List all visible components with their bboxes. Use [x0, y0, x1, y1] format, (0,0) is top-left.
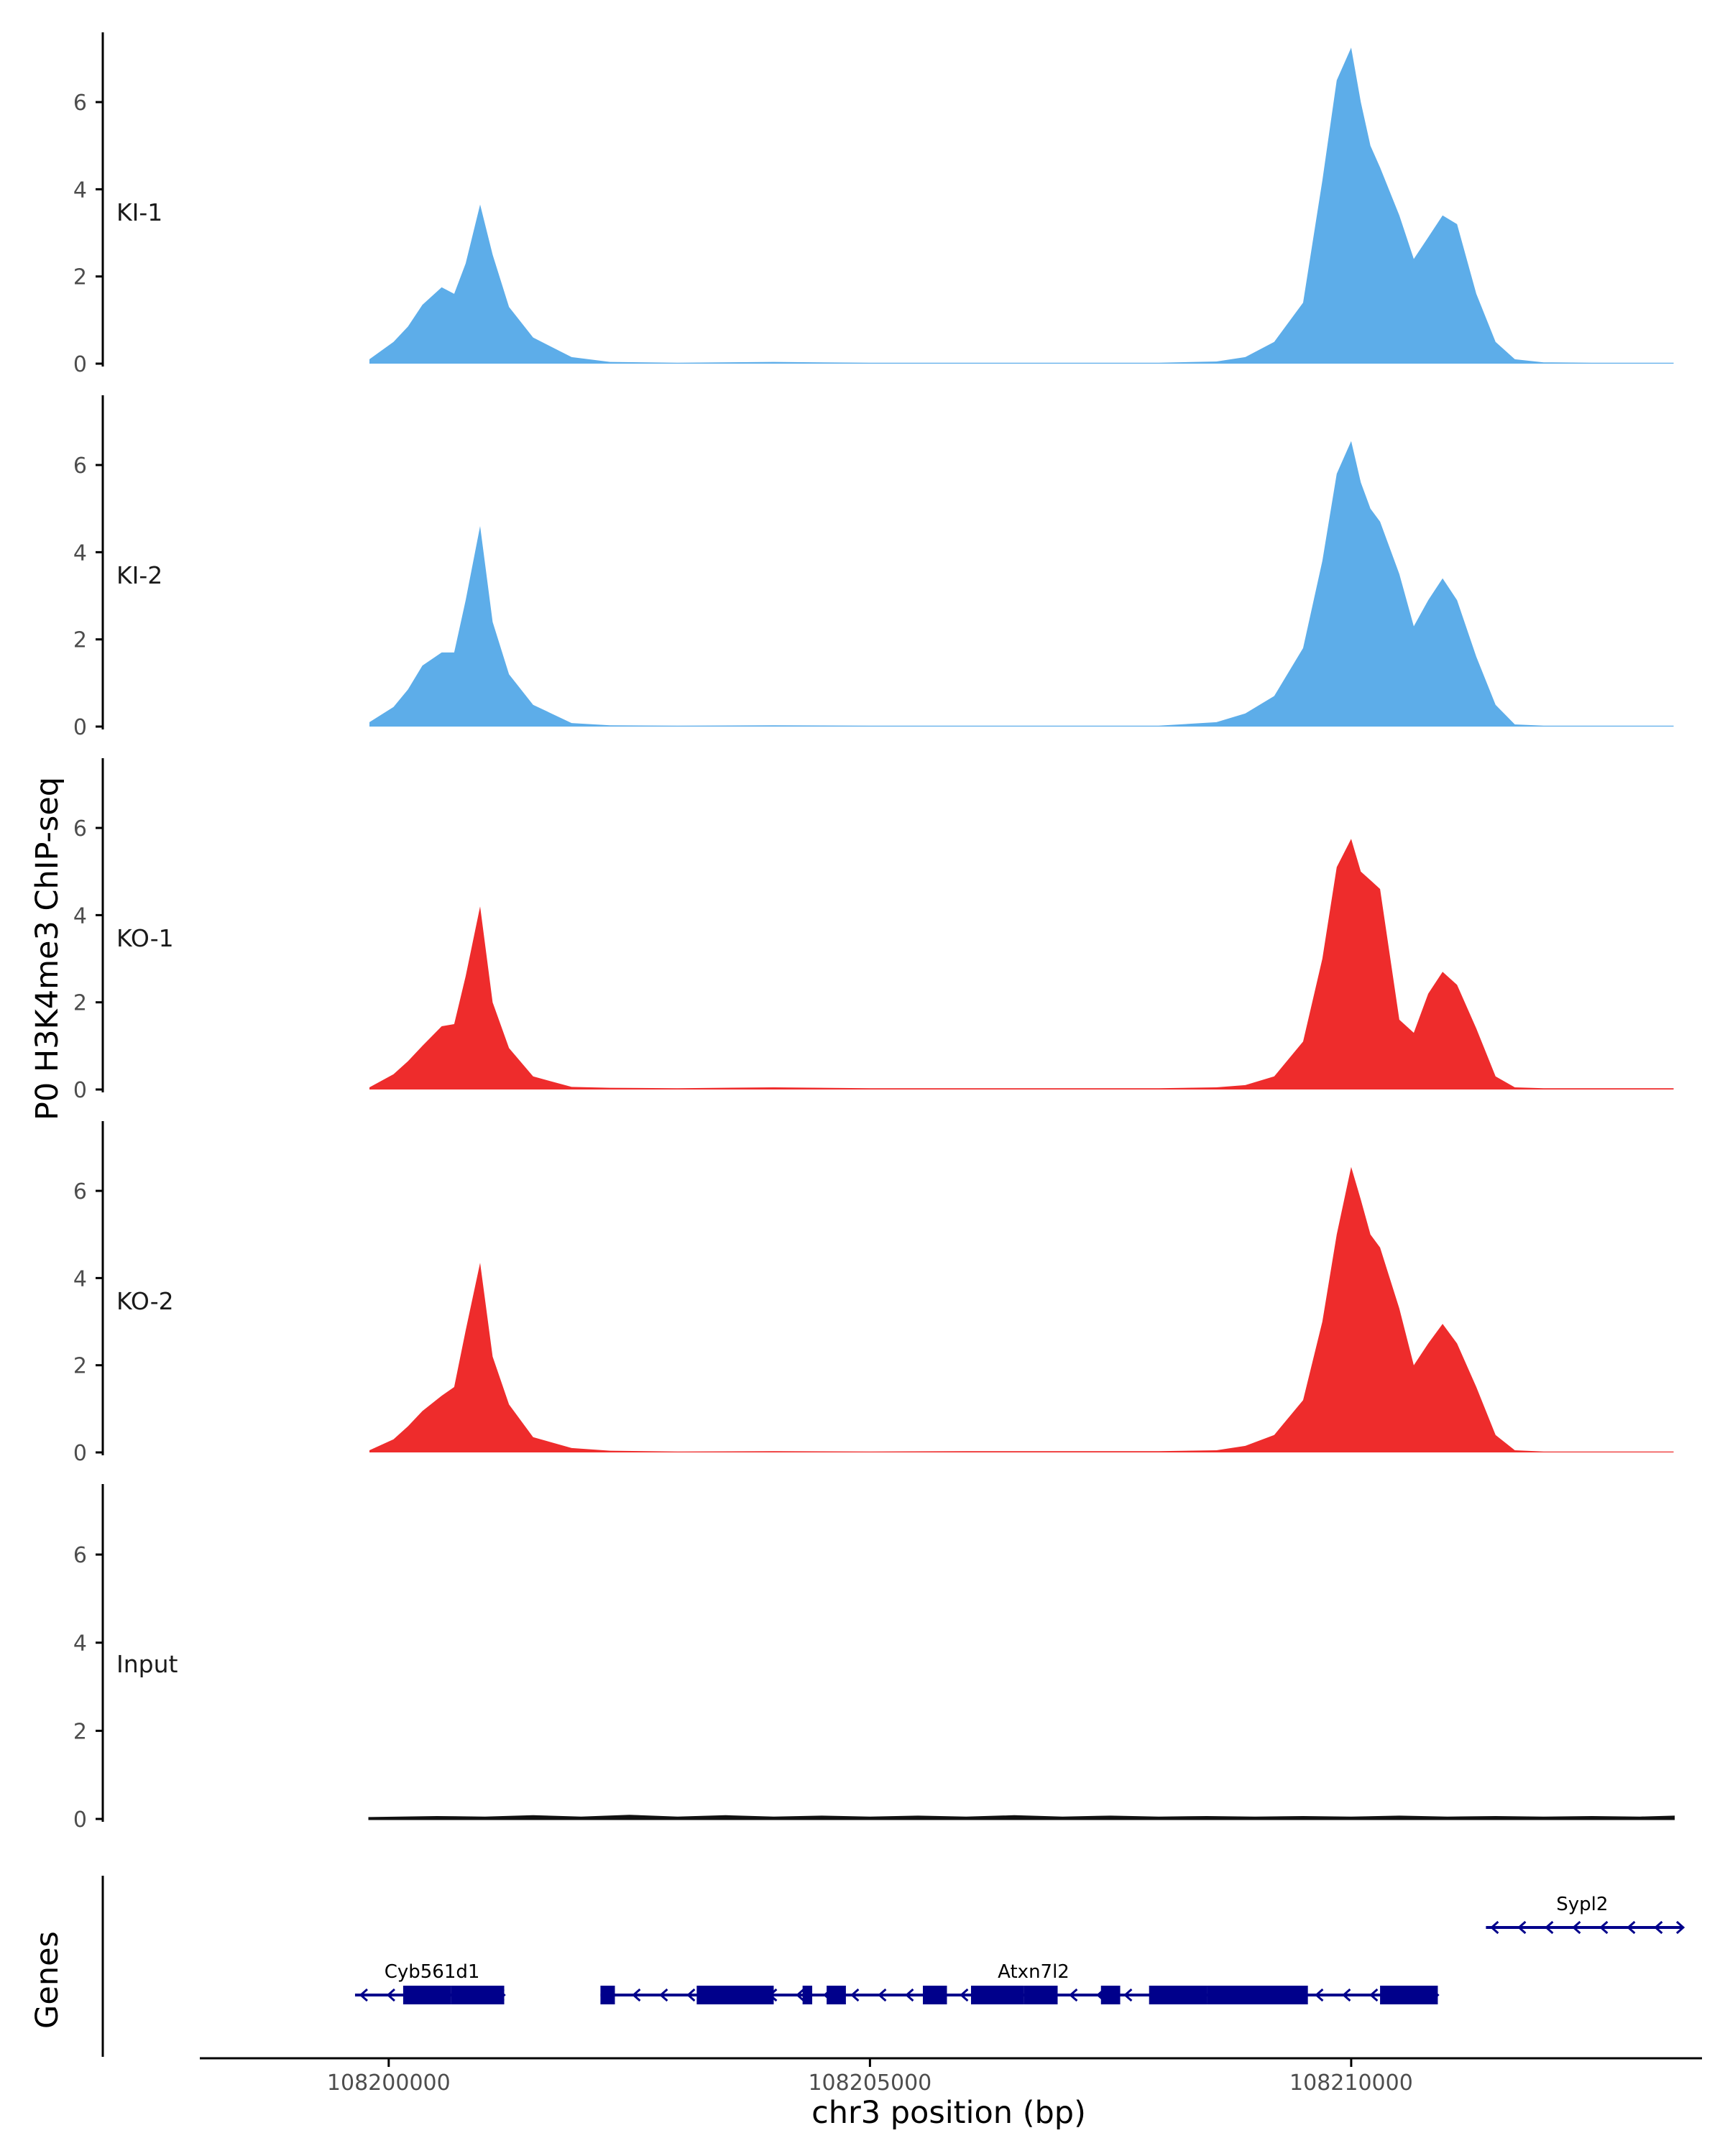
strand-chevron: [878, 1988, 887, 2002]
track-ko-1: 0 2 4 6 KO-1: [73, 758, 1674, 1103]
strand-chevron: [1545, 1920, 1554, 1935]
exon-block: [696, 1986, 774, 2004]
gene-label: Sypl2: [1556, 1894, 1608, 1915]
x-axis: 108200000 108205000 108210000: [200, 2057, 1702, 2096]
y-tick-label: 0: [73, 715, 87, 740]
strand-chevron: [905, 1988, 914, 2002]
gene-label: Cyb561d1: [385, 1961, 480, 1983]
strand-chevron: [386, 1988, 395, 2002]
y-tick-label: 4: [73, 1266, 87, 1291]
coverage-tracks: 0 2 4 6 KI-1 0 2 4 6 KI-2 0 2 4 6 KO-1 0 2 4 6 KO-2 0 2 4 6 Inpu…: [73, 32, 1675, 1833]
strand-chevron: [1627, 1920, 1636, 1935]
gene-label: Atxn7l2: [998, 1961, 1070, 1983]
strand-chevron: [1599, 1920, 1609, 1935]
strand-chevron: [359, 1988, 368, 2002]
strand-chevron: [796, 1988, 805, 2002]
area-ki-2: [369, 441, 1674, 727]
exon-block: [827, 1986, 846, 2004]
exon-block: [402, 1986, 451, 2004]
strand-chevron: [850, 1988, 860, 2002]
gene-sypl2: Sypl2: [1486, 1894, 1685, 1935]
track-ki-1: 0 2 4 6 KI-1: [73, 32, 1674, 377]
area-ki-1: [369, 47, 1674, 364]
strand-chevron: [1369, 1988, 1379, 2002]
y-tick-label: 6: [73, 816, 87, 842]
exon-block: [802, 1986, 813, 2004]
track-label: KI-1: [116, 198, 162, 226]
track-label: Input: [116, 1650, 178, 1678]
y-tick-label: 6: [73, 1543, 87, 1568]
exon-block: [1207, 1986, 1308, 2004]
area-ko-2: [369, 1166, 1674, 1452]
y-tick-label: 0: [73, 1807, 87, 1833]
y-tick-label: 6: [73, 91, 87, 116]
gene-atxn7l2: Atxn7l2: [600, 1961, 1440, 2004]
area-ko-1: [369, 839, 1674, 1089]
genes-axis-title: Genes: [29, 1931, 65, 2029]
strand-chevron: [1315, 1988, 1324, 2002]
strand-chevron: [1490, 1920, 1499, 1935]
strand-chevron: [686, 1988, 696, 2002]
gene-cyb561d1: Cyb561d1: [354, 1961, 506, 2004]
y-tick-label: 6: [73, 453, 87, 479]
y-tick-label: 2: [73, 1354, 87, 1379]
exon-block: [1149, 1986, 1208, 2004]
exon-block: [451, 1986, 505, 2004]
strand-chevron: [1342, 1988, 1351, 2002]
strand-chevron: [1517, 1920, 1527, 1935]
strand-chevron: [1654, 1920, 1663, 1935]
y-tick-label: 4: [73, 178, 87, 203]
y-tick-label: 2: [73, 628, 87, 653]
exon-block: [1100, 1986, 1121, 2004]
strand-chevron: [1123, 1988, 1133, 2002]
track-label: KI-2: [116, 561, 162, 589]
exon-block: [1380, 1986, 1438, 2004]
strand-chevron: [1572, 1920, 1581, 1935]
track-ki-2: 0 2 4 6 KI-2: [73, 395, 1674, 740]
exon-block: [970, 1986, 1024, 2004]
y-tick-label: 0: [73, 1078, 87, 1103]
strand-chevron: [1069, 1988, 1078, 2002]
area-input: [368, 1815, 1675, 1820]
gene-annotation-panel: Cyb561d1 Atxn7l2 Sypl2: [101, 1876, 1685, 2057]
strand-chevron: [632, 1988, 641, 2002]
y-tick-label: 2: [73, 1719, 87, 1744]
y-tick-label: 4: [73, 903, 87, 929]
y-tick-label: 0: [73, 1441, 87, 1466]
track-ko-2: 0 2 4 6 KO-2: [73, 1121, 1674, 1466]
y-tick-label: 2: [73, 265, 87, 290]
x-axis-title: chr3 position (bp): [811, 2095, 1086, 2131]
strand-chevron: [960, 1988, 969, 2002]
y-tick-label: 2: [73, 991, 87, 1016]
y-tick-label: 4: [73, 540, 87, 566]
y-axis-title: P0 H3K4me3 ChIP-seq: [29, 777, 65, 1120]
strand-chevron: [659, 1988, 668, 2002]
x-tick-label: 108200000: [327, 2070, 451, 2096]
exon-block: [1024, 1986, 1058, 2004]
track-label: KO-1: [116, 924, 174, 952]
x-tick-label: 108210000: [1289, 2070, 1413, 2096]
gene-end-cap: [1675, 1920, 1685, 1935]
y-tick-label: 6: [73, 1179, 87, 1204]
exon-block: [923, 1986, 947, 2004]
track-input: 0 2 4 6 Input: [73, 1484, 1675, 1833]
y-tick-label: 0: [73, 352, 87, 377]
track-label: KO-2: [116, 1287, 174, 1315]
x-tick-label: 108205000: [808, 2070, 932, 2096]
y-tick-label: 4: [73, 1631, 87, 1657]
exon-block: [600, 1986, 615, 2004]
